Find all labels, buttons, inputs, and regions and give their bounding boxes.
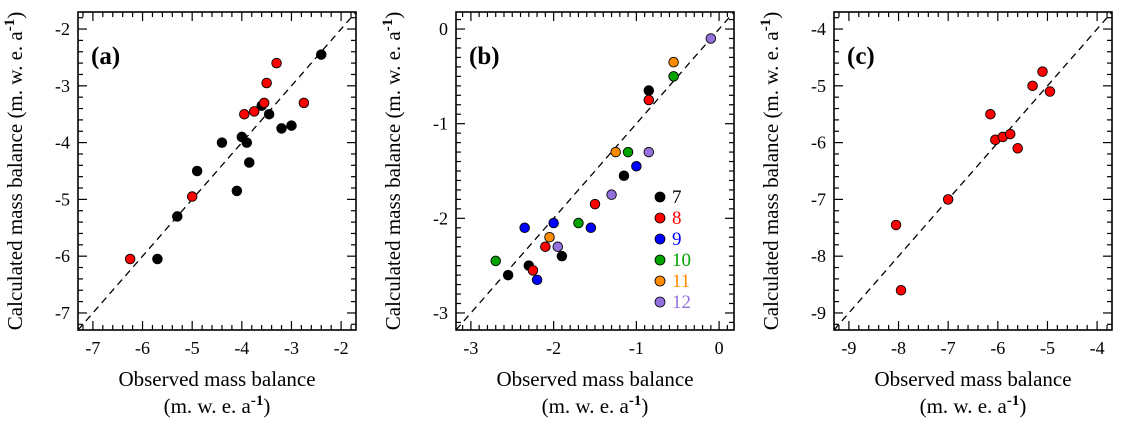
svg-text:(m. w. e. a-1): (m. w. e. a-1) — [164, 393, 271, 418]
svg-text:-2: -2 — [334, 338, 349, 358]
svg-text:Observed mass balance: Observed mass balance — [874, 367, 1071, 391]
svg-text:-2: -2 — [546, 338, 561, 358]
svg-text:-6: -6 — [990, 338, 1005, 358]
svg-text:-2: -2 — [55, 19, 70, 39]
svg-text:-1: -1 — [433, 114, 448, 134]
svg-text:-6: -6 — [55, 246, 70, 266]
svg-text:-4: -4 — [1090, 338, 1105, 358]
svg-text:-5: -5 — [185, 338, 200, 358]
svg-text:-6: -6 — [811, 133, 826, 153]
svg-text:(m. w. e. a-1): (m. w. e. a-1) — [920, 393, 1027, 418]
svg-text:-3: -3 — [433, 303, 448, 323]
svg-text:Calculated mass balance (m. w.: Calculated mass balance (m. w. e. a-1) — [380, 12, 405, 330]
svg-text:-8: -8 — [891, 338, 906, 358]
svg-text:-3: -3 — [463, 338, 478, 358]
svg-text:-6: -6 — [135, 338, 150, 358]
svg-text:12: 12 — [672, 292, 691, 313]
svg-text:-1: -1 — [629, 338, 644, 358]
svg-text:Calculated mass balance (m. w.: Calculated mass balance (m. w. e. a-1) — [758, 12, 783, 330]
svg-text:-9: -9 — [811, 303, 826, 323]
svg-text:-7: -7 — [811, 189, 826, 209]
panel-b: -3 -3 -2 -2 -1 -1 0 0 (b) Observed mass balance (m… — [378, 0, 756, 432]
svg-text:(a): (a) — [91, 43, 120, 70]
svg-text:-4: -4 — [55, 133, 70, 153]
svg-text:8: 8 — [672, 208, 682, 229]
svg-text:-5: -5 — [55, 189, 70, 209]
svg-text:0: 0 — [439, 19, 448, 39]
svg-text:Observed mass balance: Observed mass balance — [496, 367, 693, 391]
svg-text:(c): (c) — [847, 43, 875, 70]
svg-text:-7: -7 — [941, 338, 956, 358]
svg-text:9: 9 — [672, 229, 682, 250]
svg-text:-7: -7 — [85, 338, 100, 358]
svg-text:Observed mass balance: Observed mass balance — [118, 367, 315, 391]
svg-text:(m. w. e. a-1): (m. w. e. a-1) — [542, 393, 649, 418]
svg-text:11: 11 — [672, 271, 690, 292]
svg-text:(b): (b) — [469, 43, 500, 70]
svg-text:-7: -7 — [55, 303, 70, 323]
svg-text:7: 7 — [672, 187, 682, 208]
svg-text:10: 10 — [672, 250, 691, 271]
svg-text:-3: -3 — [284, 338, 299, 358]
svg-text:-2: -2 — [433, 208, 448, 228]
svg-text:-8: -8 — [811, 246, 826, 266]
svg-text:-5: -5 — [1040, 338, 1055, 358]
scatter-plot-c: -9 -9 -8 -8 -7 -7 -6 -6 -5 -5 -4 -4 (c) Observed mass… — [758, 11, 1113, 418]
svg-text:-5: -5 — [811, 76, 826, 96]
svg-text:-9: -9 — [841, 338, 856, 358]
svg-text:0: 0 — [715, 338, 724, 358]
panel-a: -7 -7 -6 -6 -5 -5 -4 -4 -3 -3 -2 -2 (a) Observed mass… — [0, 0, 378, 432]
scatter-plot-b: -3 -3 -2 -2 -1 -1 0 0 (b) Observed mass balance(m… — [380, 11, 735, 418]
svg-text:Calculated mass balance (m. w.: Calculated mass balance (m. w. e. a-1) — [2, 12, 27, 330]
svg-text:-3: -3 — [55, 76, 70, 96]
svg-text:-4: -4 — [234, 338, 249, 358]
svg-text:-4: -4 — [811, 19, 826, 39]
panel-c: -9 -9 -8 -8 -7 -7 -6 -6 -5 -5 -4 -4 (c) Observed mass… — [756, 0, 1134, 432]
scatter-plot-a: -7 -7 -6 -6 -5 -5 -4 -4 -3 -3 -2 -2 (a) Observed mass… — [2, 11, 357, 418]
